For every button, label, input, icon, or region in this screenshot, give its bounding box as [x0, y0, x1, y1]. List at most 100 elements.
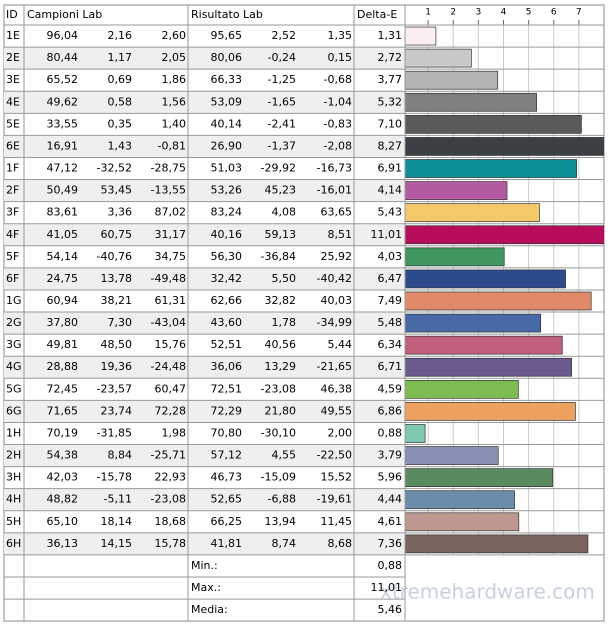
bar — [405, 357, 572, 377]
sample-value: -49,48 — [151, 272, 186, 285]
row-id: 4G — [6, 360, 22, 373]
sample-value: 37,80 — [47, 316, 79, 329]
sample-value: 24,75 — [47, 272, 79, 285]
row-id: 1H — [6, 426, 21, 439]
result-value: 36,06 — [211, 360, 243, 373]
sample-value: 49,81 — [47, 338, 79, 351]
delta-value: 11,01 — [371, 228, 403, 241]
sample-value: 87,02 — [155, 206, 187, 219]
delta-value: 6,71 — [378, 360, 403, 373]
footer-value: 0,88 — [378, 559, 403, 572]
delta-value: 4,61 — [378, 515, 403, 528]
bar — [405, 159, 577, 178]
result-value: 66,25 — [211, 515, 243, 528]
row-id: 4H — [6, 493, 21, 506]
result-value: -2,41 — [268, 117, 296, 130]
bar — [405, 335, 563, 355]
sample-value: 54,14 — [47, 250, 79, 263]
result-value: 41,81 — [211, 537, 243, 550]
bar — [405, 269, 566, 289]
row-id: 3F — [6, 206, 19, 219]
result-value: 40,03 — [321, 294, 353, 307]
sample-value: 1,43 — [108, 139, 133, 152]
sample-value: -0,81 — [158, 139, 186, 152]
result-value: -36,84 — [261, 250, 296, 263]
row-stripe — [4, 223, 405, 246]
row-stripe — [4, 356, 405, 379]
bar — [405, 379, 519, 399]
sample-value: 1,86 — [162, 73, 187, 86]
sample-value: 49,62 — [47, 95, 79, 108]
sample-value: 0,58 — [108, 95, 133, 108]
row-id: 3G — [6, 338, 22, 351]
sample-value: 96,04 — [47, 29, 79, 42]
sample-value: 2,05 — [162, 51, 187, 64]
sample-value: 71,65 — [47, 404, 79, 417]
row-id: 2G — [6, 316, 22, 329]
sample-value: 3,36 — [108, 206, 133, 219]
delta-value: 4,14 — [378, 184, 403, 197]
result-value: 52,51 — [211, 338, 243, 351]
sample-value: 72,45 — [47, 382, 79, 395]
sample-value: 33,55 — [47, 117, 79, 130]
sample-value: -32,52 — [97, 162, 132, 175]
sample-value: 42,03 — [47, 471, 79, 484]
bar — [405, 247, 505, 267]
x-tick-label: 3 — [476, 8, 482, 18]
sample-value: 0,35 — [108, 117, 133, 130]
bar — [405, 534, 589, 554]
result-value: 8,68 — [328, 537, 353, 550]
sample-value: 1,56 — [162, 95, 187, 108]
x-tick-label: 5 — [526, 8, 532, 18]
bar — [405, 468, 554, 487]
row-id: 3E — [6, 73, 20, 86]
result-value: 1,78 — [272, 316, 297, 329]
delta-value: 3,79 — [378, 449, 403, 462]
result-value: 40,16 — [211, 228, 243, 241]
delta-value: 5,43 — [378, 206, 403, 219]
result-value: 72,51 — [211, 382, 243, 395]
delta-value: 5,96 — [378, 471, 403, 484]
sample-value: 61,31 — [155, 294, 187, 307]
sample-value: -13,55 — [151, 184, 186, 197]
result-value: -34,99 — [317, 316, 352, 329]
row-id: 1E — [6, 29, 20, 42]
row-id: 4F — [6, 228, 19, 241]
x-tick-label: 4 — [501, 8, 507, 18]
bar — [405, 137, 604, 156]
result-value: -19,61 — [317, 493, 352, 506]
sample-value: 2,16 — [108, 29, 133, 42]
x-tick-label: 6 — [551, 8, 557, 18]
sample-value: 38,21 — [101, 294, 133, 307]
footer-label: Max.: — [191, 581, 221, 594]
footer-label: Min.: — [191, 559, 218, 572]
sample-value: 36,13 — [47, 537, 79, 550]
result-value: -21,65 — [317, 360, 352, 373]
column-header: Campioni Lab — [27, 8, 102, 21]
row-id: 6F — [6, 272, 19, 285]
result-value: 56,30 — [211, 250, 243, 263]
sample-value: 8,84 — [108, 449, 133, 462]
row-stripe — [4, 267, 405, 290]
sample-value: -31,85 — [97, 426, 132, 439]
result-value: 53,26 — [211, 184, 243, 197]
column-header: Risultato Lab — [191, 8, 263, 21]
result-value: 2,00 — [328, 426, 353, 439]
result-value: -0,83 — [324, 117, 352, 130]
sample-value: 1,17 — [108, 51, 133, 64]
result-value: 53,09 — [211, 95, 243, 108]
result-value: 32,82 — [265, 294, 297, 307]
result-value: -30,10 — [261, 426, 296, 439]
result-value: -29,92 — [261, 162, 296, 175]
sample-value: 2,60 — [162, 29, 187, 42]
sample-value: 60,47 — [155, 382, 187, 395]
row-id: 5F — [6, 250, 19, 263]
row-stripe — [4, 532, 405, 555]
delta-value: 6,86 — [378, 404, 403, 417]
result-value: 63,65 — [321, 206, 353, 219]
result-value: 57,12 — [211, 449, 243, 462]
delta-value: 4,59 — [378, 382, 403, 395]
row-stripe — [4, 444, 405, 467]
delta-value: 7,36 — [378, 537, 403, 550]
